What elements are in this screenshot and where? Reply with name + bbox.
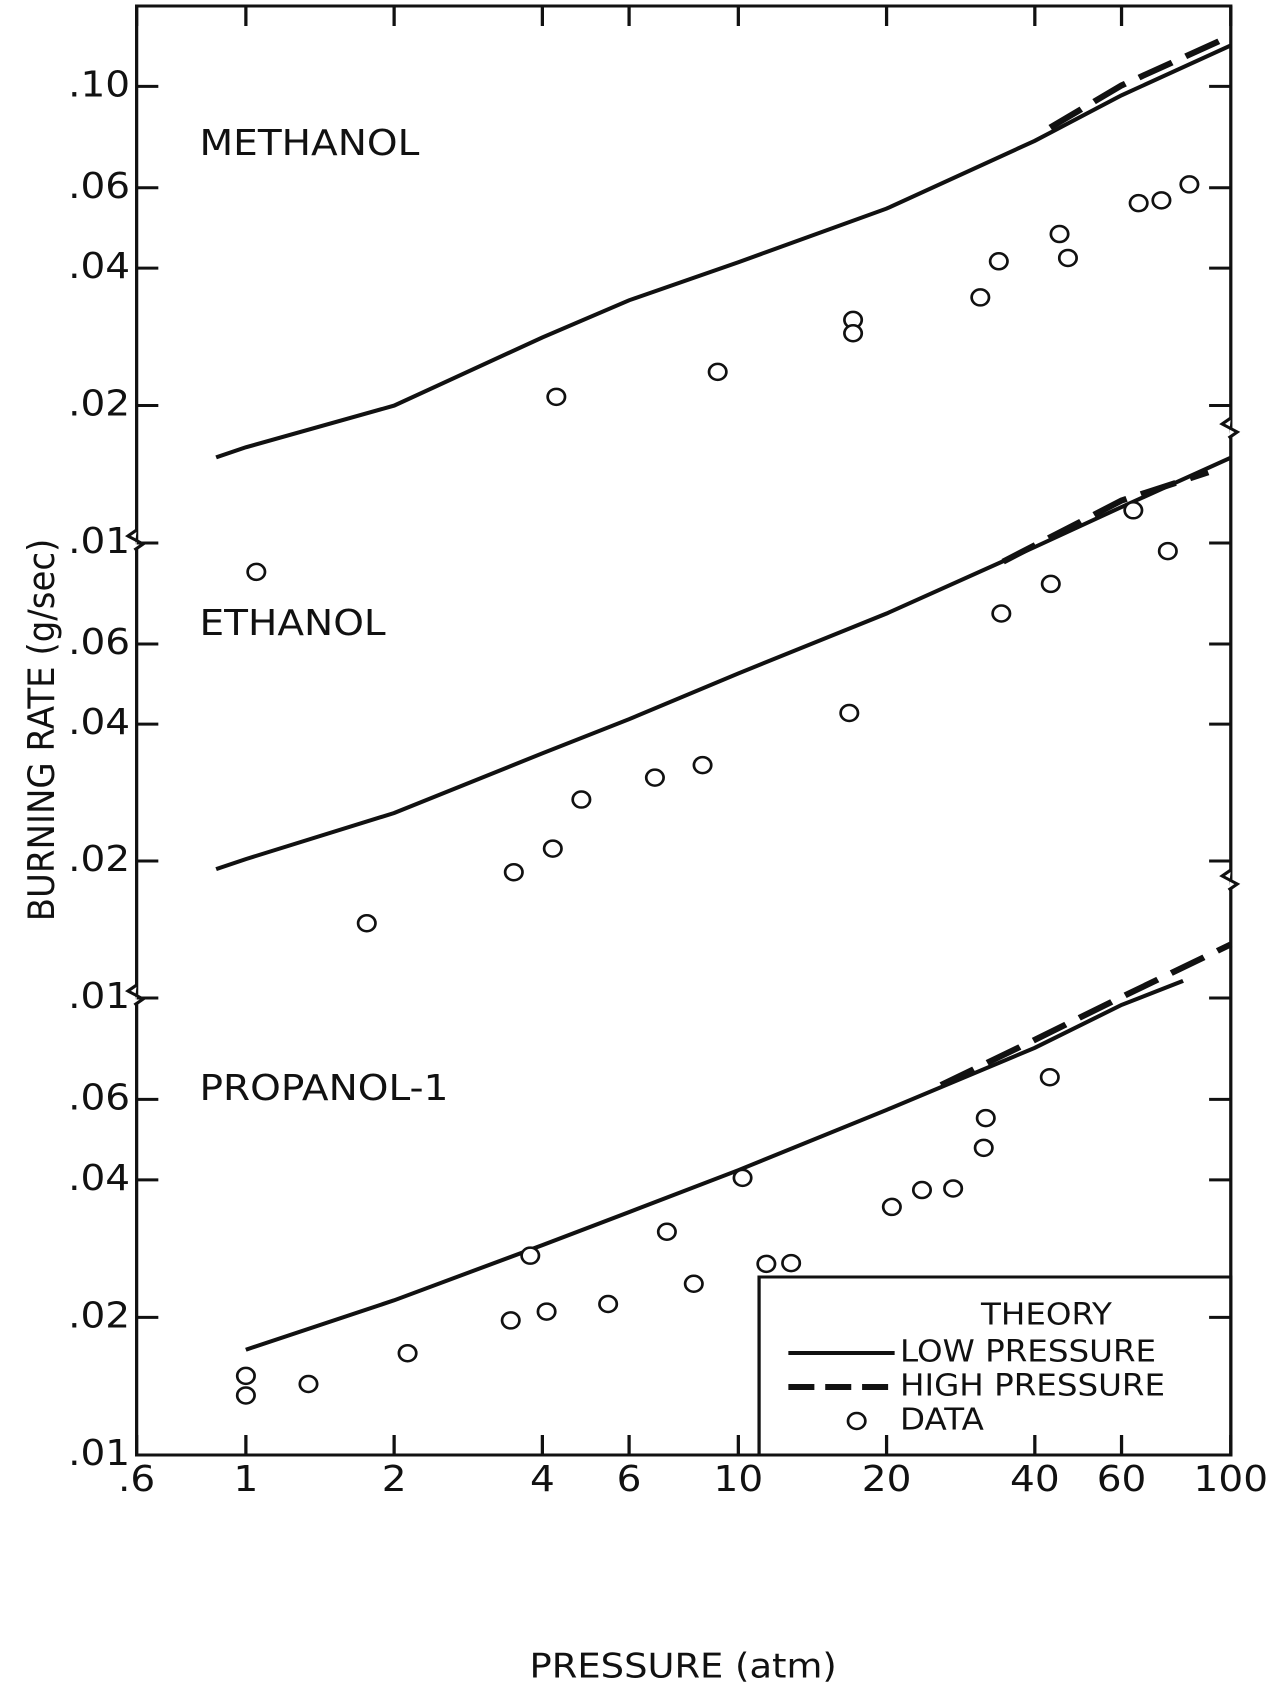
y-tick-label: .04 (68, 1156, 130, 1198)
y-tick-label: .06 (68, 620, 130, 662)
legend-swatch (846, 1411, 867, 1431)
data-point (707, 362, 728, 382)
data-point (991, 604, 1012, 623)
legend-label: HIGH PRESSURE (900, 1369, 1165, 1404)
y-tick-label: .10 (68, 63, 130, 105)
legend-title: THEORY (980, 1298, 1113, 1333)
x-tick-label: 1 (233, 1458, 258, 1500)
axis-break (1219, 416, 1241, 440)
data-point (1123, 501, 1144, 520)
x-tick-label: 20 (862, 1458, 912, 1500)
data-point (1040, 574, 1061, 594)
y-tick-label: .04 (68, 701, 130, 743)
data-point (732, 1168, 753, 1188)
data-point (246, 562, 267, 582)
data-point (973, 1138, 994, 1158)
data-point (520, 1246, 541, 1265)
data-point (235, 1366, 256, 1386)
data-point (881, 1197, 902, 1217)
plot-frame (135, 4, 1233, 1457)
data-point (683, 1274, 704, 1293)
y-tick-label: .01 (68, 975, 130, 1017)
x-tick-label: 10 (714, 1458, 764, 1500)
data-point (536, 1302, 557, 1321)
x-tick-label: 2 (382, 1458, 407, 1500)
axis-break (125, 528, 147, 552)
data-point (975, 1108, 996, 1128)
x-tick-label: .6 (118, 1458, 155, 1500)
data-point (542, 839, 563, 858)
data-point (1039, 1067, 1060, 1087)
data-point (298, 1374, 319, 1394)
data-point (692, 755, 713, 775)
data-point (598, 1294, 619, 1314)
data-point (235, 1386, 256, 1405)
data-point (756, 1254, 777, 1274)
panel-label: PROPANOL-1 (200, 1067, 449, 1109)
data-point (656, 1222, 677, 1241)
x-tick-label: 4 (530, 1458, 555, 1500)
data-point (1128, 193, 1149, 213)
x-tick-label: 100 (1194, 1458, 1268, 1500)
axis-break (1219, 868, 1241, 892)
axis-break (125, 983, 147, 1007)
data-point (781, 1253, 802, 1273)
theory-line-high (1001, 469, 1210, 565)
data-point (970, 288, 991, 307)
data-point (546, 387, 567, 407)
x-tick-label: 60 (1097, 1458, 1147, 1500)
data-point (1179, 175, 1200, 194)
data-point (839, 703, 860, 723)
y-tick-label: .04 (68, 245, 130, 287)
y-tick-label: .02 (68, 1294, 130, 1336)
data-point (644, 768, 665, 787)
data-point (988, 252, 1009, 271)
x-tick-label: 6 (617, 1458, 642, 1500)
theory-line-high (939, 941, 1233, 1088)
y-axis-label: BURNING RATE (g/sec) (21, 539, 64, 922)
x-tick-label: 40 (1010, 1458, 1060, 1500)
y-tick-label: .06 (68, 164, 130, 206)
data-point (1151, 191, 1172, 210)
legend-label: LOW PRESSURE (900, 1335, 1156, 1370)
data-point (1049, 224, 1070, 244)
theory-line-high (1048, 33, 1233, 131)
data-point (503, 862, 524, 882)
data-point (397, 1343, 418, 1363)
y-tick-label: .01 (68, 520, 130, 562)
data-point (911, 1180, 933, 1200)
data-point (943, 1179, 964, 1198)
y-tick-label: .06 (68, 1076, 130, 1118)
data-point (843, 323, 864, 343)
legend-label: DATA (900, 1403, 984, 1438)
panel-label: METHANOL (200, 122, 420, 164)
axis-breaks (125, 416, 1241, 1007)
panel-label: ETHANOL (200, 602, 386, 644)
data-point (1157, 541, 1178, 561)
x-axis-label: PRESSURE (atm) (530, 1647, 837, 1686)
y-tick-label: .01 (68, 1432, 130, 1474)
theory-line-low (215, 455, 1232, 871)
data-point (500, 1311, 521, 1330)
data-point (571, 790, 592, 809)
y-tick-label: .02 (68, 382, 130, 424)
data-point (356, 913, 377, 933)
legend-box (757, 1275, 1233, 1457)
y-tick-label: .02 (68, 838, 130, 880)
data-point (1057, 248, 1078, 268)
theory-line-low (215, 43, 1232, 460)
